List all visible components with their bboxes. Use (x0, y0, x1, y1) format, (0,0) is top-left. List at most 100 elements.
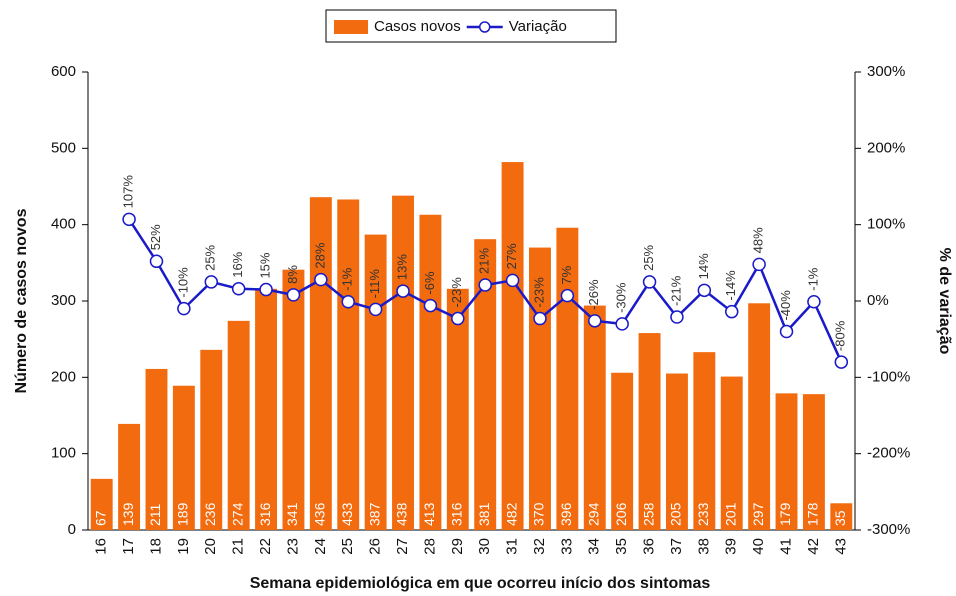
point (259, 282, 273, 297)
legend-swatch (334, 20, 368, 34)
point-label: -30% (614, 282, 629, 313)
point (286, 288, 301, 302)
point-label: 7% (559, 265, 574, 284)
point (122, 212, 136, 227)
bar (392, 195, 414, 530)
x-tick-label: 30 (476, 538, 493, 555)
bar (446, 288, 469, 530)
bar-label: 482 (503, 502, 519, 526)
y-tick-label: 0 (68, 521, 76, 538)
bar-label: 236 (202, 502, 218, 526)
point-label: -6% (422, 271, 437, 295)
bar (227, 320, 250, 530)
x-tick-label: 35 (613, 538, 630, 555)
bar-label: 205 (668, 502, 684, 526)
point (752, 257, 766, 272)
bar-label: 297 (750, 502, 766, 526)
point (588, 314, 602, 328)
point-label: -14% (723, 270, 738, 301)
x-tick-label: 34 (586, 538, 603, 555)
y2-tick-label: -300% (867, 521, 910, 538)
y-tick-label: 100 (51, 445, 76, 462)
point-label: -1% (805, 267, 820, 291)
point (670, 310, 684, 324)
bar-label: 316 (257, 502, 273, 526)
bar-label: 201 (722, 502, 738, 526)
point (478, 278, 492, 292)
point-label: -40% (778, 290, 793, 321)
x-tick-label: 40 (750, 538, 767, 555)
bar (802, 394, 825, 530)
bar-label: 179 (777, 502, 793, 526)
y2-tick-label: 300% (867, 63, 905, 80)
bar-label: 67 (92, 510, 108, 526)
x-tick-label: 17 (120, 538, 137, 555)
point-label: 107% (121, 175, 136, 209)
bar (611, 372, 634, 530)
bar (282, 269, 305, 530)
point (341, 295, 355, 309)
y2-tick-label: 200% (867, 139, 905, 156)
x-axis-title: Semana epidemiológica em que ocorreu iní… (250, 575, 711, 592)
legend-label: Variação (509, 18, 567, 35)
bar (255, 288, 278, 530)
x-tick-label: 18 (147, 538, 164, 555)
bar (638, 333, 661, 530)
x-tick-label: 42 (805, 538, 822, 555)
point-label: -21% (668, 275, 683, 306)
point-label: 15% (257, 252, 272, 278)
point-label: 8% (285, 265, 300, 284)
point (560, 288, 575, 303)
point-label: 48% (751, 227, 766, 253)
bar (419, 214, 442, 530)
bar (172, 385, 195, 530)
point (505, 273, 520, 288)
bar-label: 396 (558, 502, 574, 526)
bar-label: 436 (312, 502, 328, 526)
bar-label: 433 (339, 502, 355, 526)
point (642, 275, 657, 289)
point-label: 16% (230, 251, 245, 277)
bar (775, 393, 798, 530)
point (724, 304, 739, 319)
y2-tick-label: 0% (867, 292, 889, 309)
x-tick-label: 25 (339, 538, 356, 555)
y2-tick-label: -200% (867, 445, 910, 462)
x-tick-label: 24 (312, 538, 329, 555)
bar (720, 376, 743, 530)
point-label: -23% (531, 277, 546, 308)
x-tick-label: 43 (832, 538, 849, 555)
bar-label: 178 (805, 502, 821, 526)
bar (337, 199, 360, 530)
x-tick-label: 37 (668, 538, 685, 555)
point-label: 25% (203, 244, 218, 270)
y-tick-label: 300 (51, 292, 76, 309)
point (177, 301, 191, 316)
x-tick-label: 33 (558, 538, 575, 555)
bar-label: 387 (366, 502, 382, 526)
bar-label: 438 (394, 502, 410, 526)
y2-axis-title: % de variação (936, 248, 953, 355)
bar-label: 294 (585, 502, 601, 526)
x-tick-label: 31 (504, 538, 521, 555)
bar-label: 139 (120, 502, 136, 526)
x-tick-label: 20 (202, 538, 219, 555)
legend-label: Casos novos (374, 18, 461, 35)
y-tick-label: 200 (51, 368, 76, 385)
bar-label: 316 (449, 502, 465, 526)
y2-tick-label: 100% (867, 216, 905, 233)
point (423, 298, 438, 313)
x-tick-label: 16 (93, 538, 110, 555)
point-label: -23% (449, 277, 464, 308)
point-label: -1% (340, 267, 355, 291)
x-tick-label: 27 (394, 538, 411, 555)
x-tick-label: 19 (175, 538, 192, 555)
point (231, 282, 246, 296)
point-label: -11% (367, 269, 382, 299)
x-tick-label: 41 (777, 538, 794, 555)
bar-label: 381 (476, 502, 492, 526)
x-tick-label: 39 (723, 538, 740, 555)
y2-tick-label: -100% (867, 368, 910, 385)
x-tick-label: 23 (284, 538, 301, 555)
bar (556, 227, 579, 530)
